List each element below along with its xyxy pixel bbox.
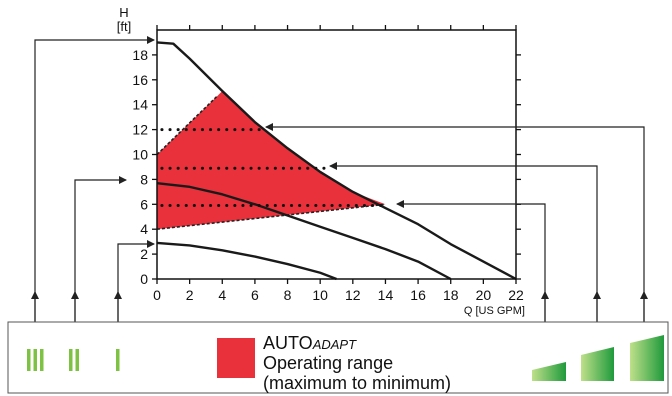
y-axis-title: H: [119, 5, 128, 20]
y-axis-unit: [ft]: [117, 19, 131, 34]
x-tick-label: 2: [186, 287, 194, 303]
legend-operating-range-sub: (maximum to minimum): [263, 373, 451, 393]
y-tick-label: 14: [132, 97, 148, 113]
arrow-cp-high: [265, 123, 645, 328]
ramp-icon-mid: [581, 347, 614, 381]
arrow-speed-i: [117, 240, 155, 330]
x-tick-label: 20: [476, 287, 492, 303]
ramp-icon-high: [630, 335, 664, 381]
arrow-cp-mid: [329, 162, 598, 328]
y-tick-label: 18: [132, 47, 148, 63]
y-tick-label: 6: [140, 196, 148, 212]
y-tick-label: 10: [132, 147, 148, 163]
x-tick-label: 0: [153, 287, 161, 303]
curve-speed-ii: [156, 181, 452, 281]
x-tick-label: 22: [508, 287, 524, 303]
arrow-speed-ii: [74, 176, 127, 330]
x-tick-label: 18: [443, 287, 459, 303]
speed-icon-iii: [27, 349, 44, 371]
legend-auto-prefix: AUTO: [263, 333, 313, 353]
y-tick-label: 8: [140, 171, 148, 187]
arrow-speed-iii: [34, 36, 155, 330]
connector-arrows: [31, 36, 648, 332]
speed-icon-i: [116, 349, 120, 371]
operating-range-swatch: [217, 338, 255, 378]
curve-speed-iii: [156, 41, 517, 281]
x-tick-label: 6: [251, 287, 259, 303]
x-tick-label: 14: [378, 287, 394, 303]
arrow-cp-low: [396, 200, 546, 328]
legend-auto-label: AUTOADAPT: [263, 333, 357, 353]
ramp-icon-low: [532, 362, 566, 381]
y-tick-label: 0: [140, 271, 148, 287]
x-tick-label: 16: [410, 287, 426, 303]
speed-icon-ii: [69, 349, 79, 371]
operating-range-max-edge: [156, 95, 218, 156]
y-tick-label: 12: [132, 122, 148, 138]
y-tick-label: 4: [140, 221, 148, 237]
operating-range-min-edge: [156, 203, 386, 230]
legend-operating-range: Operating range: [263, 353, 393, 373]
x-tick-label: 4: [218, 287, 226, 303]
x-tick-label: 12: [345, 287, 361, 303]
x-tick-label: 8: [284, 287, 292, 303]
legend-auto-suffix: ADAPT: [312, 337, 357, 352]
x-axis-title: Q [US GPM]: [464, 305, 525, 317]
curve-speed-i: [156, 241, 337, 281]
y-tick-label: 2: [140, 246, 148, 262]
operating-range-area: [157, 91, 386, 230]
y-tick-label: 16: [132, 72, 148, 88]
x-tick-label: 10: [312, 287, 328, 303]
